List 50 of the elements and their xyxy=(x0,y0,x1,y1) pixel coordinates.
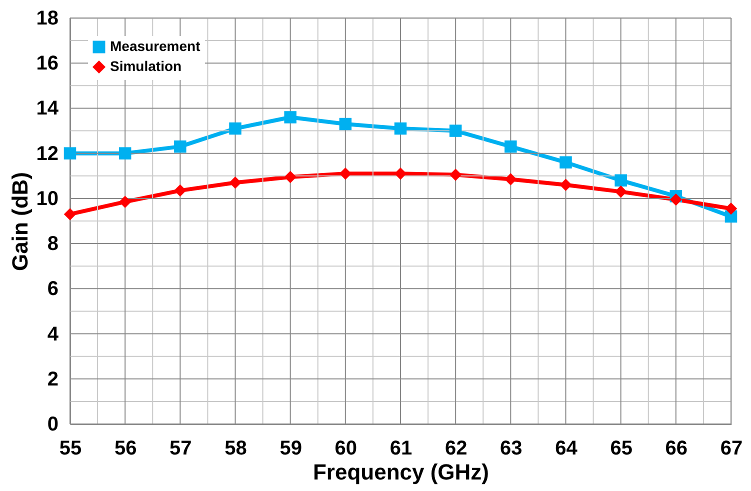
x-tick-label: 58 xyxy=(224,438,247,460)
x-tick-label: 65 xyxy=(610,438,632,460)
point xyxy=(394,122,407,135)
point xyxy=(504,140,517,153)
y-tick-label: 12 xyxy=(36,142,58,165)
x-tick-label: 57 xyxy=(170,438,192,460)
x-tick-label: 63 xyxy=(500,438,522,460)
point xyxy=(724,202,738,215)
point xyxy=(284,111,296,124)
point xyxy=(394,168,407,180)
point xyxy=(449,124,462,137)
point xyxy=(64,208,76,220)
y-tick-label: 18 xyxy=(36,8,58,30)
legend-label: Measurement xyxy=(110,38,201,54)
x-tick-label: 55 xyxy=(59,438,82,460)
point xyxy=(339,118,352,130)
point xyxy=(174,184,186,197)
x-tick-label: 59 xyxy=(280,438,302,460)
point xyxy=(118,196,132,208)
y-tick-label: 8 xyxy=(47,233,58,256)
x-tick-label: 64 xyxy=(555,438,578,460)
point xyxy=(449,168,462,181)
y-tick-label: 0 xyxy=(47,414,58,436)
point xyxy=(229,122,242,135)
x-tick-label: 60 xyxy=(334,438,358,460)
point xyxy=(670,193,682,206)
x-tick-label: 66 xyxy=(665,438,688,460)
legend-label: Simulation xyxy=(110,58,182,74)
y-tick-label: 16 xyxy=(36,52,58,75)
y-axis-title: Gain (dB) xyxy=(7,172,32,271)
point xyxy=(118,147,132,160)
y-tick-label: 2 xyxy=(47,368,58,390)
x-tick-label: 67 xyxy=(720,438,743,460)
y-tick-label: 6 xyxy=(47,278,58,300)
x-tick-label: 62 xyxy=(444,438,468,460)
x-tick-label: 61 xyxy=(390,438,412,460)
point xyxy=(560,156,572,168)
point xyxy=(284,170,296,184)
point xyxy=(560,178,572,192)
point xyxy=(504,173,517,186)
point xyxy=(64,147,76,160)
y-tick-label: 14 xyxy=(36,98,60,120)
x-tick-label: 56 xyxy=(114,438,137,460)
point xyxy=(614,174,627,187)
x-axis-title: Frequency (GHz) xyxy=(312,460,490,484)
point xyxy=(614,186,627,198)
point xyxy=(174,140,186,153)
point xyxy=(229,176,242,189)
y-tick-label: 10 xyxy=(36,188,58,210)
y-tick-label: 4 xyxy=(47,323,60,346)
